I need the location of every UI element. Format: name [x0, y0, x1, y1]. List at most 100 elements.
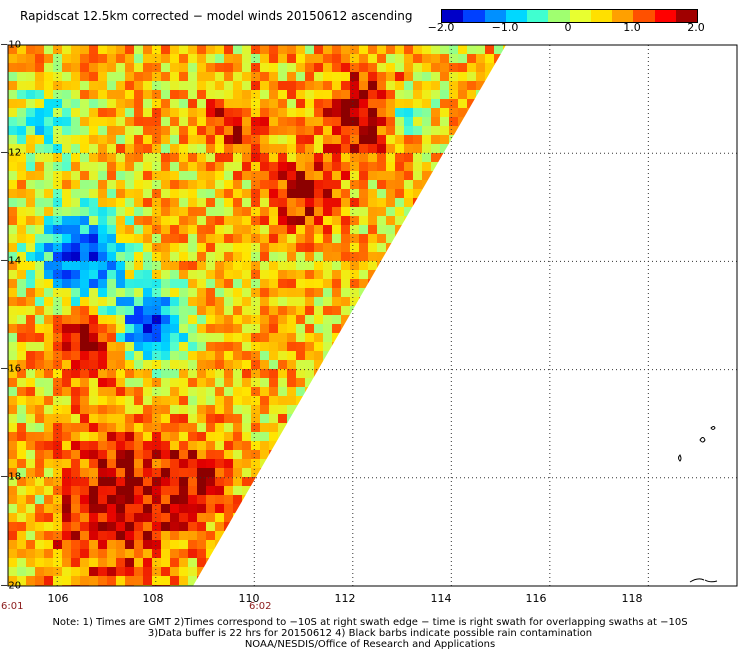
wind-diff-cell [197, 162, 206, 171]
wind-diff-cell [179, 324, 188, 333]
wind-diff-cell [422, 135, 431, 144]
wind-diff-cell [503, 288, 506, 297]
wind-diff-cell [242, 405, 251, 414]
wind-diff-cell [143, 225, 152, 234]
wind-diff-cell [35, 450, 44, 459]
colorbar-tick: 2.0 [687, 21, 705, 34]
wind-diff-cell [386, 531, 395, 540]
wind-diff-cell [107, 540, 116, 549]
wind-diff-cell [332, 153, 341, 162]
wind-diff-cell [260, 324, 269, 333]
wind-diff-cell [467, 270, 476, 279]
wind-diff-cell [305, 288, 314, 297]
wind-diff-cell [413, 171, 422, 180]
wind-diff-cell [431, 342, 440, 351]
wind-diff-cell [80, 459, 89, 468]
wind-diff-cell [260, 432, 269, 441]
wind-diff-cell [152, 360, 161, 369]
wind-diff-cell [269, 234, 278, 243]
wind-diff-cell [431, 216, 440, 225]
wind-diff-cell [71, 432, 80, 441]
wind-diff-cell [233, 63, 242, 72]
wind-diff-cell [305, 549, 314, 558]
wind-diff-cell [26, 171, 35, 180]
wind-diff-cell [143, 477, 152, 486]
wind-diff-cell [125, 162, 134, 171]
lat-label: −14 [0, 255, 22, 267]
wind-diff-cell [350, 243, 359, 252]
wind-diff-cell [98, 252, 107, 261]
wind-diff-cell [260, 54, 269, 63]
wind-diff-cell [179, 432, 188, 441]
wind-diff-cell [314, 351, 323, 360]
wind-diff-cell [125, 117, 134, 126]
wind-diff-cell [269, 450, 278, 459]
wind-diff-cell [494, 324, 503, 333]
wind-diff-cell [143, 540, 152, 549]
wind-diff-cell [107, 513, 116, 522]
wind-diff-cell [80, 90, 89, 99]
wind-diff-cell [134, 432, 143, 441]
wind-diff-cell [233, 315, 242, 324]
wind-diff-cell [467, 180, 476, 189]
wind-diff-cell [260, 126, 269, 135]
wind-diff-cell [287, 387, 296, 396]
wind-diff-cell [98, 396, 107, 405]
wind-diff-cell [386, 126, 395, 135]
wind-diff-cell [503, 405, 506, 414]
wind-diff-cell [44, 99, 53, 108]
wind-diff-cell [395, 162, 404, 171]
wind-diff-cell [107, 495, 116, 504]
wind-diff-cell [8, 144, 17, 153]
wind-diff-cell [386, 108, 395, 117]
wind-diff-cell [458, 198, 467, 207]
wind-diff-cell [449, 522, 458, 531]
wind-diff-cell [287, 369, 296, 378]
wind-diff-cell [458, 378, 467, 387]
wind-diff-cell [44, 63, 53, 72]
wind-diff-cell [296, 162, 305, 171]
wind-diff-cell [242, 63, 251, 72]
wind-diff-cell [206, 468, 215, 477]
wind-diff-cell [17, 189, 26, 198]
wind-diff-cell [278, 63, 287, 72]
wind-diff-cell [449, 333, 458, 342]
wind-diff-cell [323, 81, 332, 90]
wind-diff-cell [278, 225, 287, 234]
wind-diff-cell [206, 423, 215, 432]
wind-diff-cell [332, 531, 341, 540]
wind-diff-cell [287, 234, 296, 243]
wind-diff-cell [386, 549, 395, 558]
wind-diff-cell [503, 234, 506, 243]
wind-diff-cell [368, 144, 377, 153]
wind-diff-cell [17, 405, 26, 414]
wind-diff-cell [440, 369, 449, 378]
wind-diff-cell [89, 63, 98, 72]
wind-diff-cell [377, 576, 386, 585]
wind-diff-cell [35, 468, 44, 477]
wind-diff-cell [242, 351, 251, 360]
wind-diff-cell [359, 333, 368, 342]
wind-diff-cell [35, 54, 44, 63]
wind-diff-cell [458, 243, 467, 252]
wind-diff-cell [413, 360, 422, 369]
wind-diff-cell [233, 405, 242, 414]
wind-diff-cell [323, 270, 332, 279]
wind-diff-cell [305, 432, 314, 441]
wind-diff-cell [395, 99, 404, 108]
wind-diff-cell [386, 387, 395, 396]
wind-diff-cell [377, 207, 386, 216]
wind-diff-cell [143, 207, 152, 216]
wind-diff-cell [251, 45, 260, 54]
wind-diff-cell [224, 513, 233, 522]
wind-diff-cell [62, 414, 71, 423]
wind-diff-cell [233, 387, 242, 396]
wind-diff-cell [116, 72, 125, 81]
wind-diff-cell [71, 531, 80, 540]
wind-diff-cell [341, 171, 350, 180]
wind-diff-cell [26, 54, 35, 63]
wind-diff-cell [179, 306, 188, 315]
wind-diff-cell [17, 558, 26, 567]
wind-diff-cell [422, 252, 431, 261]
wind-diff-cell [179, 135, 188, 144]
